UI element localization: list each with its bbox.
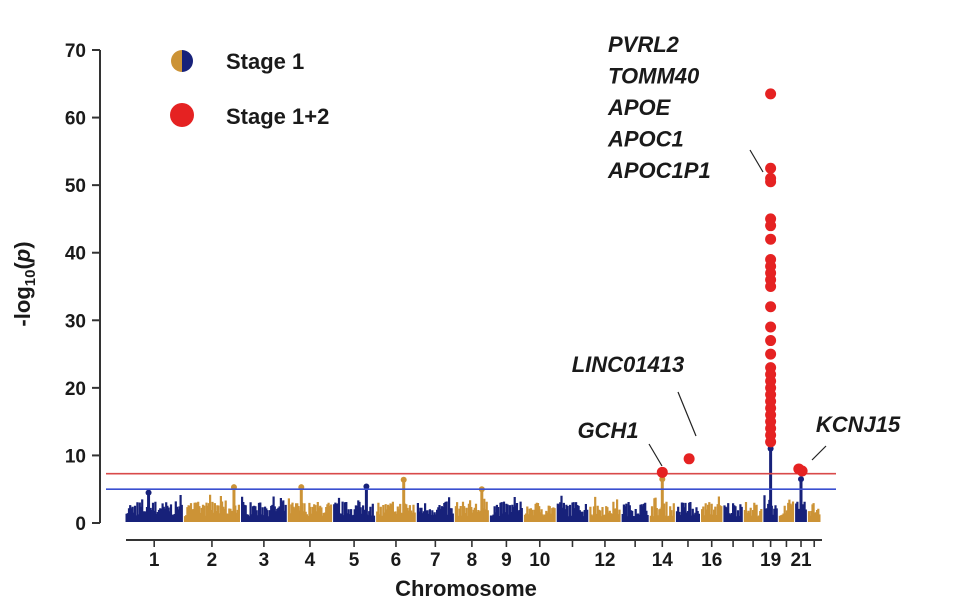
legend-label-1: Stage 1+2 [226, 104, 329, 129]
stage12-point-21-4-0 [796, 465, 808, 477]
gene-label-apoc1: APOC1 [607, 127, 684, 152]
gene-label-apoc1p1: APOC1P1 [607, 158, 711, 183]
gene-label-apoe: APOE [607, 95, 672, 120]
chromosome-band-1 [125, 495, 183, 522]
stage12-point-19-2-15 [765, 301, 777, 313]
annotation-leader-0 [749, 149, 764, 173]
stage12-point-19-2-13 [765, 335, 777, 347]
stage1-peak-point-1-0 [145, 489, 152, 496]
gene-label-gch1: GCH1 [577, 418, 638, 443]
x-tick-label-6: 6 [391, 550, 402, 571]
stage12-point-19-2-21 [765, 233, 777, 245]
chromosome-band-15 [675, 502, 700, 522]
gene-label-linc01413: LINC01413 [572, 352, 685, 377]
stage1-peak-point-6-4 [400, 476, 407, 483]
stage12-point-19-2-20 [765, 253, 777, 265]
stage12-point-19-2-14 [765, 321, 777, 333]
y-axis-title-paren-close: ) [10, 241, 35, 248]
x-tick-label-21: 21 [790, 550, 812, 571]
chromosome-band-11 [556, 495, 589, 522]
x-tick-label-5: 5 [349, 550, 360, 571]
stage12-point-19-2-23 [765, 213, 777, 225]
x-tick-label-4: 4 [305, 550, 316, 571]
legend-marker-stage1-left [171, 50, 182, 72]
y-tick-label-70: 70 [65, 41, 86, 62]
gene-label-kcnj15: KCNJ15 [816, 412, 901, 437]
stage1-peaks [145, 445, 805, 522]
chromosome-band-12 [589, 496, 621, 522]
gene-annotations: PVRL2 TOMM40 APOE APOC1 APOC1P1 LINC01413 GCH1… [572, 32, 901, 467]
y-axis-title-sub: 10 [22, 270, 39, 287]
stage1-peak-point-5-3 [363, 483, 370, 490]
legend: Stage 1 Stage 1+2 [170, 49, 329, 129]
x-tick-label-14: 14 [652, 550, 674, 571]
gene-label-pvrl2: PVRL2 [608, 32, 680, 57]
chromosome-band-3 [241, 496, 287, 522]
stage12-point-14-0-0 [656, 466, 668, 478]
x-tick-label-16: 16 [701, 550, 722, 571]
x-tick-label-12: 12 [594, 550, 615, 571]
y-axis-title: -log10(p) [10, 241, 39, 326]
y-axis-title-prefix: -log [10, 286, 35, 326]
stage12-point-19-2-12 [765, 348, 777, 360]
chromosome-band-4 [287, 498, 333, 522]
x-tick-label-10: 10 [529, 550, 550, 571]
chromosome-band-9 [489, 497, 523, 522]
stage12-points [656, 88, 808, 478]
x-axis-title: Chromosome [395, 576, 537, 600]
x-tick-label-3: 3 [259, 550, 270, 571]
x-tick-label-8: 8 [467, 550, 478, 571]
x-tick-label-7: 7 [430, 550, 441, 571]
chromosome-band-2 [183, 494, 240, 522]
chromosome-band-20 [778, 499, 795, 522]
chromosome-band-5 [333, 497, 376, 522]
stage12-point-19-2-26 [765, 162, 777, 174]
chromosome-band-7 [416, 497, 454, 522]
y-tick-label-50: 50 [65, 176, 86, 197]
chromosome-band-17 [723, 503, 743, 522]
x-tick-label-9: 9 [501, 550, 512, 571]
y-axis-title-paren-open: ( [10, 262, 35, 270]
stage12-point-19-2-11 [765, 362, 777, 374]
gene-label-tomm40: TOMM40 [608, 64, 700, 89]
y-tick-label-10: 10 [65, 446, 86, 467]
x-tick-label-19: 19 [760, 550, 781, 571]
chromosome-bands [125, 494, 821, 522]
chromosome-band-14 [649, 497, 675, 522]
stage12-point-15-1-0 [683, 453, 695, 465]
significance-lines [106, 472, 836, 491]
y-tick-label-30: 30 [65, 311, 86, 332]
chromosome-band-6 [376, 501, 416, 522]
annotation-leader-1 [677, 391, 697, 437]
stage12-point-19-2-27 [765, 88, 777, 100]
stage12-point-19-2-25 [765, 172, 777, 184]
chromosome-band-16 [701, 496, 723, 522]
annotation-leader-3 [811, 445, 827, 461]
y-tick-label-20: 20 [65, 379, 86, 400]
chromosome-band-10 [523, 502, 556, 522]
y-axis-title-var: p [10, 249, 35, 263]
y-tick-label-60: 60 [65, 109, 86, 130]
legend-marker-stage1-right [182, 50, 193, 72]
chromosome-band-18 [743, 502, 763, 522]
legend-marker-stage12 [170, 103, 194, 127]
y-tick-label-40: 40 [65, 244, 86, 265]
y-tick-label-0: 0 [75, 514, 86, 535]
legend-label-0: Stage 1 [226, 49, 304, 74]
stage1-peak-point-21-8 [798, 476, 805, 483]
x-tick-label-2: 2 [207, 550, 218, 571]
chromosome-band-22 [807, 503, 821, 522]
annotation-leader-2 [648, 443, 663, 467]
chromosome-band-13 [621, 502, 649, 522]
x-tick-label-1: 1 [149, 550, 160, 571]
